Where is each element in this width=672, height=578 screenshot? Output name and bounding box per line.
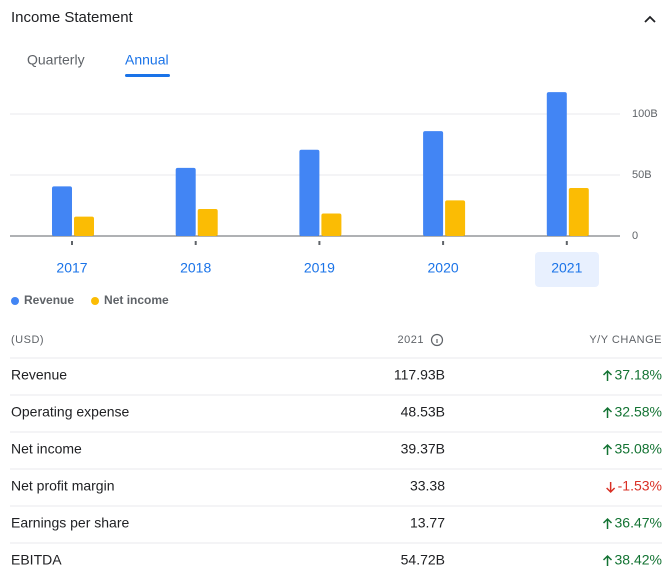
row-label: Net income <box>11 441 82 457</box>
y-tick-label: 100B <box>632 108 658 120</box>
chart: 0 50B 100B 2017 2018 2019 2020 2021 Revenue Net i… <box>10 92 658 307</box>
row-change: -1.53% <box>618 478 662 494</box>
arrow-down <box>606 482 616 494</box>
bar <box>52 186 72 236</box>
x-tick-label: 2021 <box>551 260 582 276</box>
bar <box>321 213 342 236</box>
table: (USD) 2021 Y/Y CHANGE Revenue 117.93B 37.18% O… <box>10 333 662 568</box>
row-value: 39.37B <box>401 441 445 457</box>
row-change: 36.47% <box>615 515 662 531</box>
row-value: 33.38 <box>410 478 445 494</box>
x-tick-label: 2017 <box>56 260 87 276</box>
table-header-label: (USD) <box>11 334 44 346</box>
tab-quarterly[interactable]: Quarterly <box>27 52 85 68</box>
tab-annual[interactable]: Annual <box>125 52 169 68</box>
bar <box>546 92 567 236</box>
row-change: 32.58% <box>615 404 662 420</box>
legend-label: Revenue <box>24 293 74 307</box>
bar <box>445 200 466 236</box>
row-label: Revenue <box>11 367 67 383</box>
arrow-up <box>602 517 613 529</box>
table-header-change: Y/Y CHANGE <box>589 334 662 346</box>
row-value: 54.72B <box>401 552 445 568</box>
info-icon <box>430 333 444 347</box>
bar <box>423 131 444 236</box>
y-tick-label: 0 <box>632 230 638 242</box>
row-value: 13.77 <box>410 515 445 531</box>
arrow-up <box>602 443 613 455</box>
selected-year-highlight <box>535 252 599 287</box>
bar <box>74 216 94 236</box>
row-change: 37.18% <box>615 367 662 383</box>
arrow-up <box>602 369 613 381</box>
legend-swatch <box>11 297 19 305</box>
bar <box>568 187 589 236</box>
y-tick-label: 50B <box>632 169 652 181</box>
arrow-up <box>602 406 613 418</box>
row-label: EBITDA <box>11 552 62 568</box>
row-change: 38.42% <box>615 552 662 568</box>
tab-underline <box>125 74 170 77</box>
arrow-up <box>602 554 613 566</box>
bar <box>197 209 218 236</box>
row-value: 48.53B <box>401 404 445 420</box>
row-value: 117.93B <box>394 367 445 383</box>
row-label: Operating expense <box>11 404 130 420</box>
x-tick-label: 2019 <box>304 260 335 276</box>
table-header-year: 2021 <box>398 334 424 346</box>
x-tick-label: 2018 <box>180 260 211 276</box>
row-label: Net profit margin <box>11 478 114 494</box>
legend-swatch <box>91 297 100 305</box>
x-tick-label: 2020 <box>428 260 459 276</box>
collapse-chevron[interactable] <box>644 15 656 23</box>
legend-label: Net income <box>104 293 169 307</box>
bar <box>175 167 196 236</box>
panel-title: Income Statement <box>11 9 134 26</box>
row-label: Earnings per share <box>11 515 130 531</box>
row-change: 35.08% <box>615 441 662 457</box>
bar <box>299 149 320 236</box>
